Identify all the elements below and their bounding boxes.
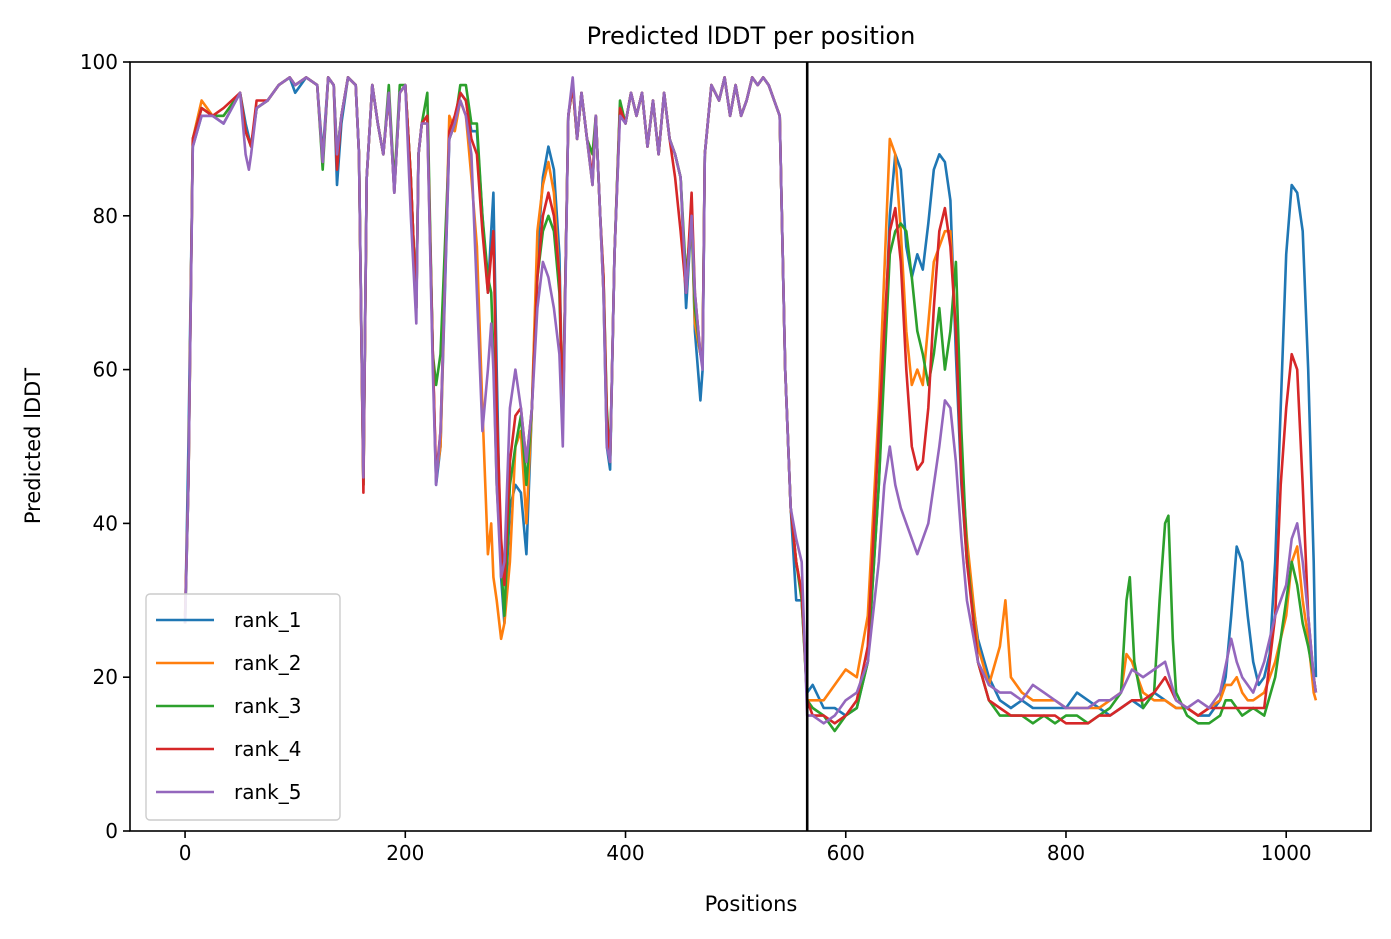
plot-frame — [129, 61, 1372, 832]
series-line-rank_5 — [183, 76, 1318, 725]
legend-label-rank_2: rank_2 — [234, 651, 301, 675]
y-tick-label: 60 — [93, 358, 118, 382]
y-tick-label: 20 — [93, 665, 118, 689]
legend-label-rank_4: rank_4 — [234, 737, 301, 761]
x-axis-label: Positions — [705, 892, 798, 916]
y-tick-label: 40 — [93, 511, 118, 535]
x-tick-label: 0 — [179, 841, 192, 865]
legend: rank_1 rank_2 rank_3 rank_4 rank_5 — [145, 593, 341, 821]
legend-box — [145, 593, 341, 821]
y-tick-label: 0 — [105, 819, 118, 843]
legend-label-rank_1: rank_1 — [234, 608, 301, 632]
x-tick-label: 600 — [827, 841, 865, 865]
legend-label-rank_3: rank_3 — [234, 694, 301, 718]
y-tick-label: 80 — [93, 204, 118, 228]
axes: 0 200 400 600 800 1000 0 20 40 60 80 100 — [80, 50, 1372, 865]
y-tick-label: 100 — [80, 50, 118, 74]
x-tick-label: 1000 — [1261, 841, 1312, 865]
legend-label-rank_5: rank_5 — [234, 780, 301, 804]
x-tick-label: 400 — [606, 841, 644, 865]
plot-area — [183, 62, 1318, 831]
y-axis-label: Predicted lDDT — [21, 368, 45, 524]
x-tick-label: 800 — [1047, 841, 1085, 865]
chart-title: Predicted lDDT per position — [587, 22, 916, 50]
x-tick-label: 200 — [386, 841, 424, 865]
